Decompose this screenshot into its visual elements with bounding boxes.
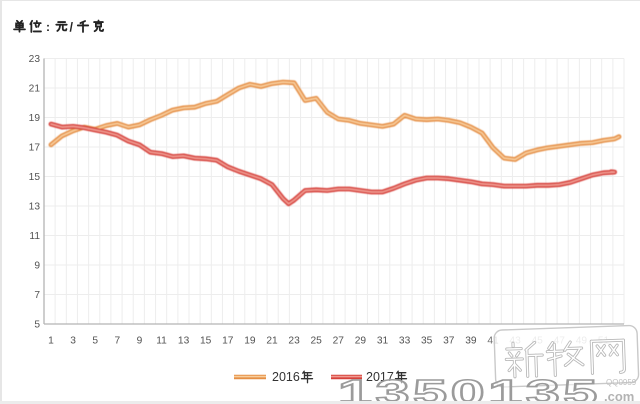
svg-text:17: 17: [29, 143, 41, 154]
svg-text:37: 37: [443, 336, 455, 347]
svg-text:23: 23: [288, 336, 300, 347]
svg-text:13: 13: [178, 336, 190, 347]
svg-text:15: 15: [29, 172, 41, 183]
svg-text:2017: 2017: [366, 370, 394, 384]
svg-text:13: 13: [29, 202, 41, 213]
svg-text:9: 9: [34, 261, 40, 272]
svg-text:19: 19: [29, 113, 41, 124]
svg-text:23: 23: [29, 54, 41, 65]
svg-text:15: 15: [200, 336, 212, 347]
svg-text:29: 29: [355, 336, 367, 347]
svg-text:33: 33: [399, 336, 411, 347]
svg-text:27: 27: [333, 336, 345, 347]
svg-text:5: 5: [92, 336, 98, 347]
svg-text:11: 11: [156, 336, 167, 347]
svg-text:5: 5: [34, 320, 40, 331]
svg-text:7: 7: [114, 336, 120, 347]
svg-text:9: 9: [137, 336, 143, 347]
svg-text:19: 19: [244, 336, 256, 347]
svg-text:3: 3: [70, 336, 76, 347]
svg-text:11: 11: [29, 231, 40, 242]
svg-text:41: 41: [487, 336, 499, 347]
svg-text:17: 17: [222, 336, 234, 347]
svg-text:7: 7: [34, 290, 40, 301]
svg-text:39: 39: [465, 336, 477, 347]
svg-text:.com: .com: [604, 389, 634, 404]
svg-text:1: 1: [48, 336, 54, 347]
svg-text::: :: [46, 20, 50, 34]
svg-text:31: 31: [377, 336, 389, 347]
svg-text:2016: 2016: [272, 370, 300, 384]
svg-text:21: 21: [266, 336, 278, 347]
svg-text:/: /: [70, 21, 74, 35]
svg-text:1350135: 1350135: [338, 373, 601, 404]
svg-text:35: 35: [421, 336, 433, 347]
svg-text:21: 21: [29, 84, 41, 95]
svg-text:QQ0959: QQ0959: [606, 378, 637, 387]
svg-text:25: 25: [311, 336, 323, 347]
